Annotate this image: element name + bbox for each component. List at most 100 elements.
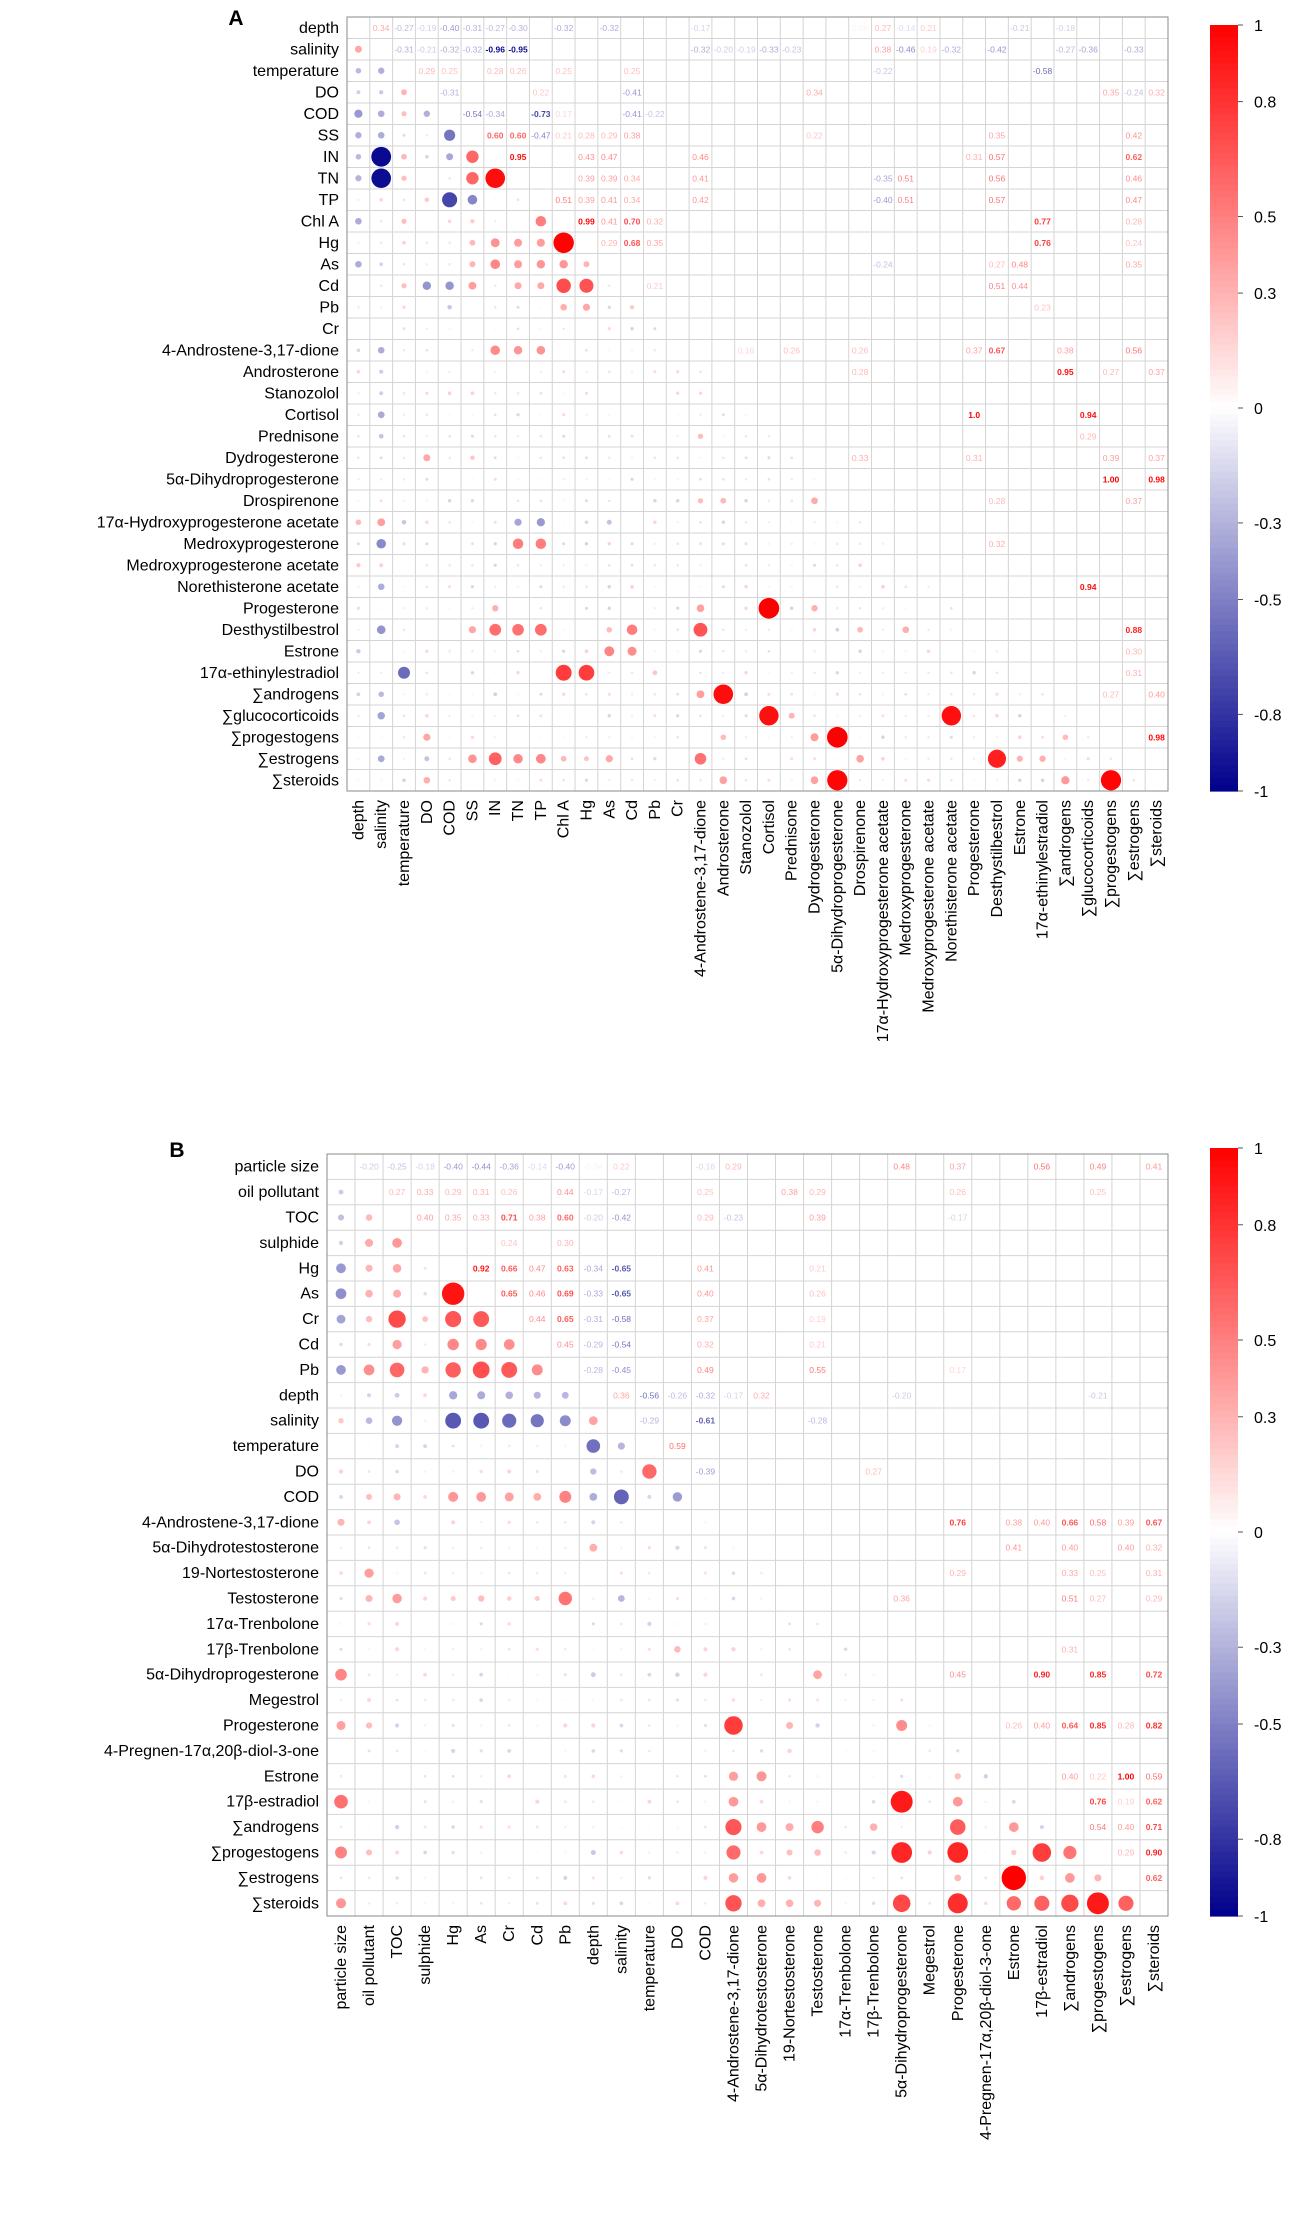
- corr-circle: [335, 1668, 347, 1681]
- corr-circle: [447, 499, 452, 503]
- corr-circle: [585, 628, 588, 632]
- corr-circle: [402, 585, 406, 589]
- corr-circle: [516, 413, 520, 417]
- corr-circle: [619, 1723, 624, 1728]
- panel-A: A 0.34 -0.27 -0.19 -0.40 -0.31 -0.27 -0.30 -0.32…: [97, 7, 1282, 1042]
- legend-segment: [1210, 376, 1238, 384]
- corr-circle: [562, 434, 566, 438]
- column-label: 5α-Dihydroprogesterone: [894, 1925, 911, 2098]
- corr-circle: [535, 1876, 539, 1880]
- corr-circle: [535, 1799, 540, 1804]
- legend-segment: [1210, 1224, 1238, 1232]
- legend-segment: [1210, 293, 1238, 301]
- corr-circle: [355, 217, 362, 225]
- corr-circle: [423, 1470, 427, 1473]
- corr-circle: [703, 1672, 708, 1677]
- corr-circle: [648, 1775, 651, 1778]
- legend-segment: [1210, 497, 1238, 505]
- corr-circle: [402, 563, 406, 567]
- corr-circle: [425, 370, 429, 374]
- corr-circle: [425, 585, 429, 589]
- corr-circle: [339, 1774, 343, 1778]
- corr-circle: [767, 542, 771, 546]
- legend-segment: [1210, 1794, 1238, 1802]
- corr-value: -0.54: [463, 109, 483, 119]
- row-label: Chl A: [301, 213, 340, 230]
- corr-circle: [377, 518, 386, 527]
- corr-circle: [1094, 1874, 1102, 1882]
- corr-circle: [447, 219, 452, 223]
- corr-value: 0.38: [1057, 345, 1074, 355]
- corr-circle: [425, 671, 429, 675]
- corr-circle: [790, 563, 794, 567]
- corr-circle: [562, 714, 565, 718]
- corr-circle: [563, 1800, 567, 1804]
- corr-circle: [470, 671, 475, 675]
- corr-value: 0.47: [601, 152, 618, 162]
- corr-circle: [844, 1851, 847, 1854]
- corr-circle: [697, 498, 704, 504]
- corr-circle: [516, 735, 520, 739]
- corr-circle: [379, 778, 383, 782]
- corr-circle: [448, 542, 451, 546]
- corr-circle: [836, 520, 839, 524]
- corr-circle: [423, 110, 431, 117]
- corr-circle: [699, 563, 702, 567]
- corr-value: -0.19: [417, 23, 437, 33]
- corr-circle: [674, 1646, 681, 1653]
- corr-circle: [425, 391, 429, 395]
- row-label: Cd: [299, 1337, 319, 1354]
- corr-circle: [535, 753, 546, 764]
- corr-circle: [423, 733, 431, 741]
- legend-segment: [1210, 1346, 1238, 1354]
- corr-circle: [425, 413, 429, 417]
- corr-circle: [493, 520, 497, 524]
- corr-value: 0.51: [897, 195, 914, 205]
- corr-circle: [630, 542, 634, 546]
- column-label: Medroxyprogesterone: [898, 800, 915, 956]
- corr-circle: [357, 735, 360, 739]
- corr-circle: [563, 1825, 567, 1829]
- corr-circle: [539, 413, 543, 417]
- column-label: 17α-Trenbolone: [838, 1925, 855, 2038]
- column-label: ∑steroids: [1146, 1925, 1163, 1992]
- corr-circle: [516, 499, 520, 503]
- legend-segment: [1210, 50, 1238, 58]
- corr-value: -0.34: [584, 1263, 604, 1273]
- corr-value: -0.21: [1010, 23, 1030, 33]
- corr-circle: [815, 1723, 820, 1728]
- corr-circle: [578, 664, 595, 681]
- corr-circle: [425, 241, 429, 245]
- legend-segment: [1210, 350, 1238, 358]
- legend-segment: [1210, 1487, 1238, 1495]
- corr-value: 1.00: [1103, 474, 1120, 484]
- corr-circle: [1018, 778, 1022, 782]
- legend-tick-label: 0.5: [1254, 1333, 1276, 1350]
- corr-circle: [473, 1311, 490, 1328]
- corr-circle: [617, 1442, 625, 1450]
- corr-circle: [423, 1292, 427, 1296]
- corr-value: 0.27: [875, 23, 892, 33]
- corr-circle: [630, 692, 634, 696]
- corr-value: 0.33: [473, 1213, 490, 1223]
- corr-circle: [816, 1876, 819, 1880]
- corr-circle: [787, 1748, 792, 1754]
- corr-circle: [471, 606, 474, 610]
- corr-circle: [972, 671, 976, 675]
- corr-circle: [653, 456, 657, 460]
- corr-circle: [653, 370, 657, 374]
- corr-circle: [493, 649, 497, 653]
- corr-circle: [336, 1898, 347, 1909]
- corr-circle: [395, 1800, 399, 1803]
- corr-circle: [607, 714, 611, 718]
- legend-segment: [1210, 1749, 1238, 1757]
- corr-circle: [389, 1362, 405, 1378]
- corr-circle: [395, 1902, 399, 1905]
- corr-circle: [450, 1595, 456, 1602]
- corr-circle: [357, 585, 360, 589]
- corr-value: 0.67: [1146, 1517, 1163, 1527]
- legend-segment: [1210, 1685, 1238, 1693]
- row-label: Prednisone: [258, 428, 339, 445]
- legend-segment: [1210, 363, 1238, 371]
- corr-value: 0.29: [445, 1187, 462, 1197]
